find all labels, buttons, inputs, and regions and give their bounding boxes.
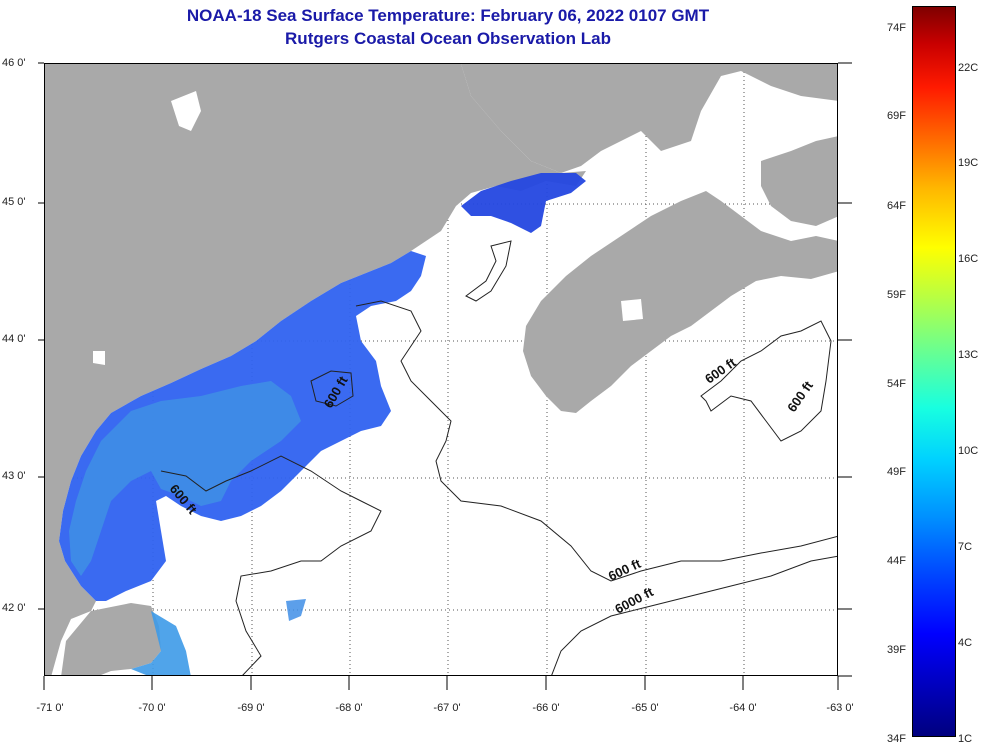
lon-label-70: -70 0' (138, 702, 166, 714)
colorbar-f-39: 39F (887, 644, 906, 656)
lat-label-45: 45 0' (2, 196, 26, 208)
lon-label-68: -68 0' (335, 702, 363, 714)
map-title: NOAA-18 Sea Surface Temperature: Februar… (186, 6, 710, 25)
colorbar-c-1: 1C (958, 733, 973, 745)
lon-label-67: -67 0' (433, 702, 461, 714)
lon-label-69: -69 0' (237, 702, 265, 714)
colorbar-f-44: 44F (887, 555, 906, 567)
lat-label-44: 44 0' (2, 333, 26, 345)
land-nova-scotia (523, 191, 837, 413)
land-maine (45, 64, 586, 675)
colorbar-c-7: 7C (958, 541, 973, 553)
sst-offshore-patch (286, 599, 306, 621)
colorbar-f-64: 64F (887, 200, 906, 212)
land-cape-cod (61, 603, 161, 675)
sst-inshore-cool (69, 381, 301, 576)
sst-cape-cod-patch (131, 611, 191, 675)
lon-label-63: -63 0' (826, 702, 854, 714)
colorbar-f-49: 49F (887, 466, 906, 478)
map-subtitle: Rutgers Coastal Ocean Observation Lab (285, 29, 611, 48)
colorbar-c-4: 4C (958, 637, 973, 649)
colorbar-c-22: 22C (958, 62, 979, 74)
colorbar-f-59: 59F (887, 289, 906, 301)
sst-map: 600 ft 600 ft 600 ft 600 ft 600 ft 6000 … (45, 64, 837, 675)
colorbar-c-10: 10C (958, 445, 979, 457)
bathymetry-contours (160, 240, 837, 675)
lat-label-42: 42 0' (2, 602, 26, 614)
colorbar-c-16: 16C (958, 253, 979, 265)
lon-label-71: -71 0' (36, 702, 64, 714)
lon-label-65: -65 0' (631, 702, 659, 714)
colorbar-c-19: 19C (958, 157, 979, 169)
colorbar-f-54: 54F (887, 378, 906, 390)
map-panel: 600 ft 600 ft 600 ft 600 ft 600 ft 6000 … (44, 63, 838, 676)
land-island (171, 91, 201, 131)
lon-label-64: -64 0' (729, 702, 757, 714)
land-island (93, 351, 105, 365)
land-island (621, 299, 643, 321)
lon-label-66: -66 0' (532, 702, 560, 714)
temperature-colorbar (912, 6, 956, 737)
sst-bay-of-fundy (461, 173, 586, 233)
lat-label-46: 46 0' (2, 57, 26, 69)
colorbar-f-69: 69F (887, 110, 906, 122)
colorbar-f-34: 34F (887, 733, 906, 745)
colorbar-f-74: 74F (887, 22, 906, 34)
land-cape-breton (761, 136, 837, 226)
land-new-brunswick (461, 64, 837, 173)
lat-label-43: 43 0' (2, 470, 26, 482)
colorbar-c-13: 13C (958, 349, 979, 361)
